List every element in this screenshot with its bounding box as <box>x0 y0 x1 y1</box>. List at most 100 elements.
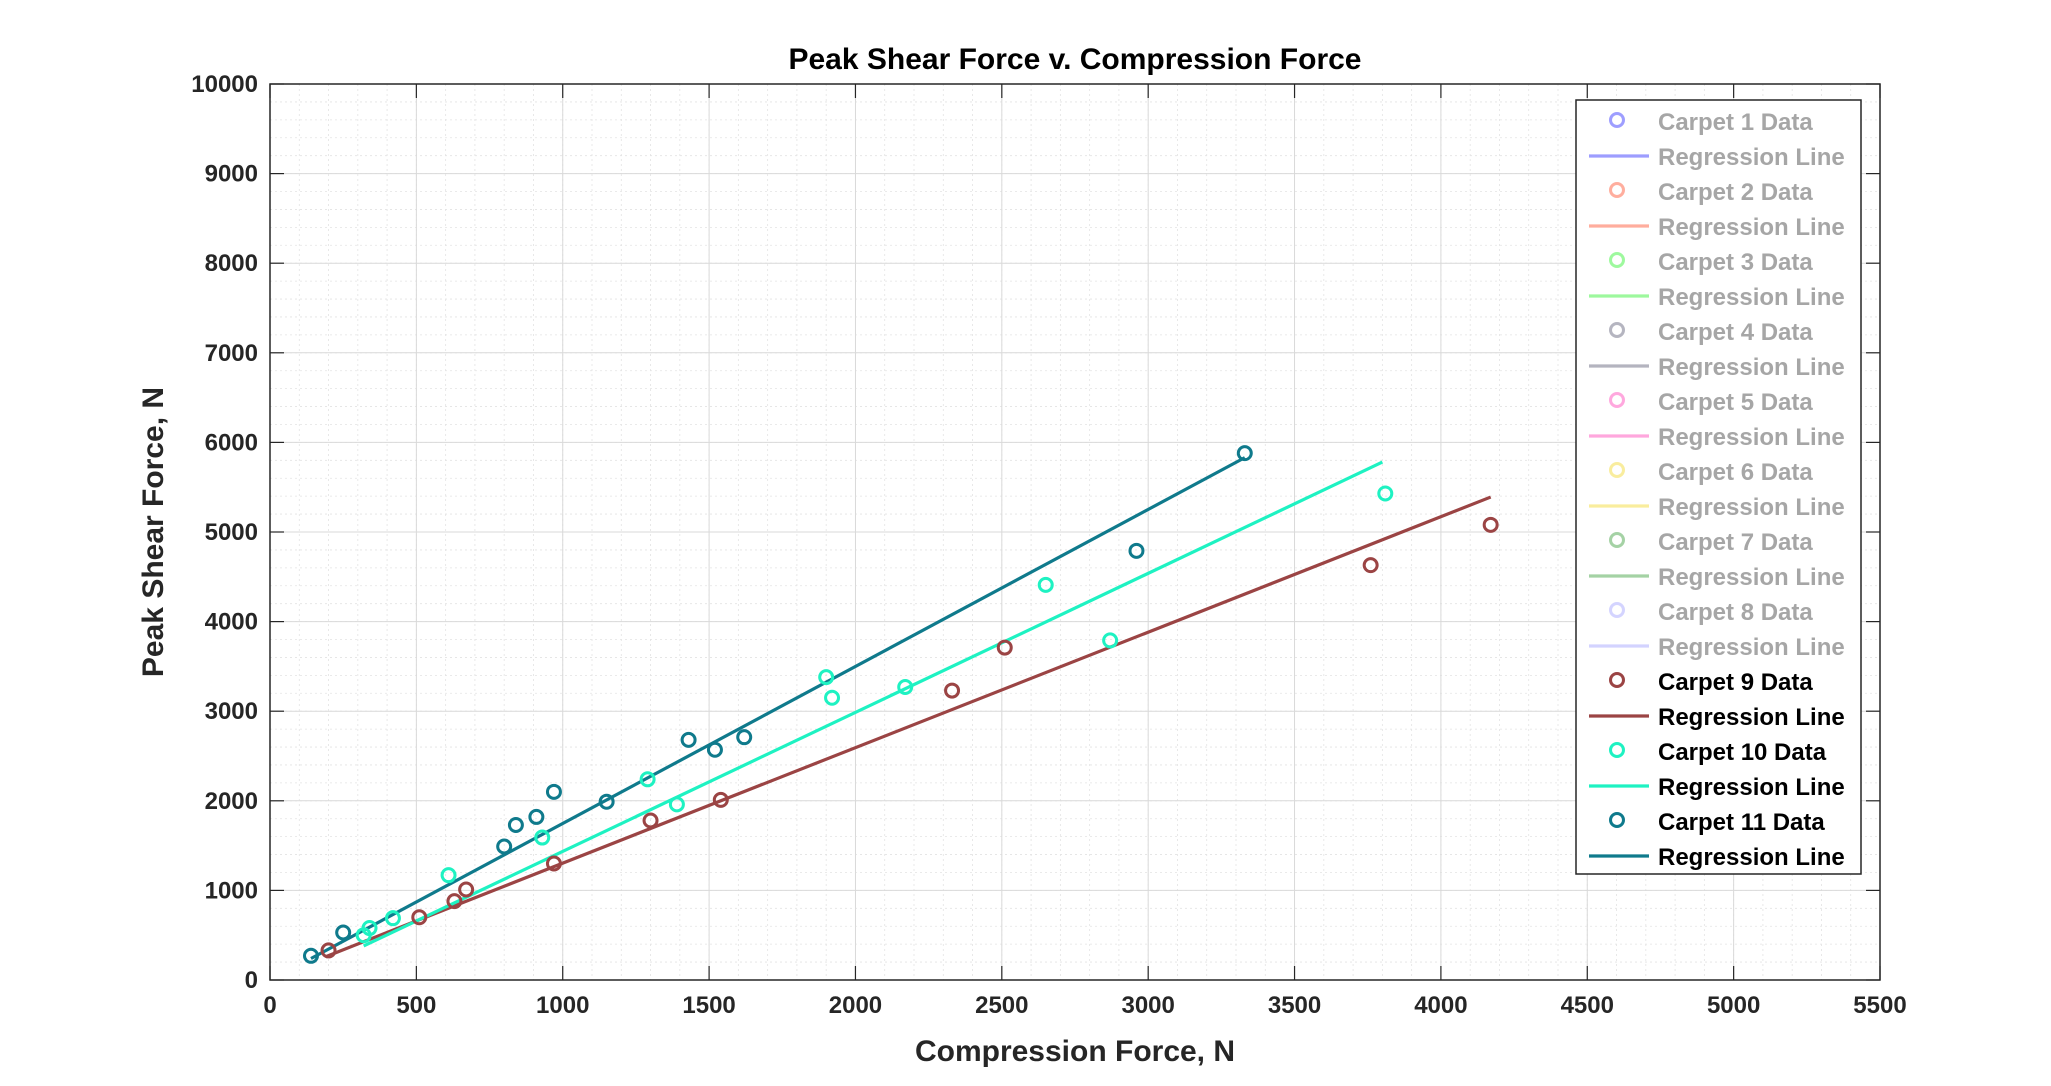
y-tick-label: 5000 <box>205 519 258 546</box>
data-point-series-10 <box>668 796 685 813</box>
y-tick-label: 4000 <box>205 609 258 636</box>
y-tick-label: 2000 <box>205 788 258 815</box>
x-tick-label: 3000 <box>1121 992 1174 1019</box>
legend-label-regression-1: Regression Line <box>1658 144 1845 171</box>
x-tick-label: 5000 <box>1707 992 1760 1019</box>
data-point-series-9 <box>411 909 428 926</box>
x-tick-label: 2000 <box>829 992 882 1019</box>
data-point-series-9 <box>1482 516 1499 533</box>
data-point-series-11 <box>545 783 562 800</box>
data-point-series-9 <box>642 812 659 829</box>
x-tick-label: 4000 <box>1414 992 1467 1019</box>
x-tick-label: 2500 <box>975 992 1028 1019</box>
y-tick-label: 9000 <box>205 161 258 188</box>
data-point-series-10 <box>1037 576 1054 593</box>
legend-label-series-10: Carpet 10 Data <box>1658 739 1827 766</box>
x-tick-label: 1500 <box>682 992 735 1019</box>
data-point-series-10 <box>1377 485 1394 502</box>
x-tick-label: 0 <box>263 992 276 1019</box>
x-axis-tick-labels: 0 500 1000 1500 2000 2500 3000 3500 4000 4500 5000… <box>263 992 1906 1019</box>
legend-label-regression-10: Regression Line <box>1658 774 1845 801</box>
data-point-series-11 <box>335 924 352 941</box>
legend-label-regression-7: Regression Line <box>1658 564 1845 591</box>
legend-label-series-6: Carpet 6 Data <box>1658 459 1813 486</box>
data-point-series-10 <box>440 867 457 884</box>
regression-line-series-10 <box>362 460 1384 948</box>
data-point-series-10 <box>818 669 835 686</box>
legend-marker-series-3 <box>1609 252 1625 268</box>
legend-label-regression-5: Regression Line <box>1658 424 1845 451</box>
axis-tick-marks <box>269 83 1881 981</box>
x-tick-label: 500 <box>396 992 436 1019</box>
data-point-series-11 <box>598 793 615 810</box>
legend-marker-series-11 <box>1609 812 1625 828</box>
data-point-series-11 <box>302 947 319 964</box>
data-point-series-9 <box>545 855 562 872</box>
y-tick-label: 7000 <box>205 340 258 367</box>
data-point-series-11 <box>1236 445 1253 462</box>
legend-label-series-9: Carpet 9 Data <box>1658 669 1813 696</box>
data-point-series-10 <box>897 679 914 696</box>
data-point-series-9 <box>320 942 337 959</box>
chart-title: Peak Shear Force v. Compression Force <box>788 43 1361 76</box>
y-tick-label: 10000 <box>191 71 258 98</box>
legend-marker-series-6 <box>1609 462 1625 478</box>
legend-label-regression-11: Regression Line <box>1658 844 1845 871</box>
data-point-series-11 <box>507 816 524 833</box>
legend-label-regression-2: Regression Line <box>1658 214 1845 241</box>
x-tick-label: 3500 <box>1268 992 1321 1019</box>
legend-marker-series-4 <box>1609 322 1625 338</box>
legend-label-regression-4: Regression Line <box>1658 354 1845 381</box>
data-point-series-11 <box>1128 542 1145 559</box>
data-point-series-10 <box>534 829 551 846</box>
legend-label-regression-3: Regression Line <box>1658 284 1845 311</box>
data-point-series-9 <box>458 881 475 898</box>
data-point-series-9 <box>944 682 961 699</box>
legend-label-series-3: Carpet 3 Data <box>1658 249 1813 276</box>
legend-marker-series-5 <box>1609 392 1625 408</box>
data-point-series-9 <box>446 893 463 910</box>
y-tick-label: 1000 <box>205 877 258 904</box>
y-tick-label: 8000 <box>205 250 258 277</box>
legend-label-regression-6: Regression Line <box>1658 494 1845 521</box>
legend-label-series-8: Carpet 8 Data <box>1658 599 1813 626</box>
data-point-series-11 <box>496 838 513 855</box>
y-tick-label: 0 <box>245 967 258 994</box>
data-point-series-10 <box>361 920 378 937</box>
legend-label-series-4: Carpet 4 Data <box>1658 319 1813 346</box>
data-point-series-9 <box>996 639 1013 656</box>
regression-line-series-9 <box>325 495 1492 959</box>
data-point-series-9 <box>712 791 729 808</box>
series-layer <box>302 445 1499 964</box>
legend-marker-series-8 <box>1609 602 1625 618</box>
regression-line-series-11 <box>310 456 1246 960</box>
data-point-series-11 <box>528 808 545 825</box>
data-point-series-10 <box>1102 632 1119 649</box>
legend-label-series-1: Carpet 1 Data <box>1658 109 1813 136</box>
legend-marker-series-9 <box>1609 672 1625 688</box>
x-tick-label: 4500 <box>1561 992 1614 1019</box>
legend: Carpet 1 Data Regression Line Carpet 2 Dat… <box>1575 99 1862 875</box>
data-point-series-11 <box>706 741 723 758</box>
legend-label-series-7: Carpet 7 Data <box>1658 529 1813 556</box>
legend-box <box>1575 99 1862 875</box>
legend-marker-series-7 <box>1609 532 1625 548</box>
legend-label-series-5: Carpet 5 Data <box>1658 389 1813 416</box>
legend-items: Carpet 1 Data Regression Line Carpet 2 Dat… <box>1589 109 1845 871</box>
data-point-series-10 <box>824 689 841 706</box>
legend-marker-series-10 <box>1609 742 1625 758</box>
data-point-series-11 <box>736 729 753 746</box>
data-point-series-10 <box>639 771 656 788</box>
data-point-series-10 <box>384 910 401 927</box>
legend-marker-series-2 <box>1609 182 1625 198</box>
y-axis-tick-labels: 0 1000 2000 3000 4000 5000 6000 7000 8000 9000 100… <box>191 71 258 994</box>
legend-marker-series-1 <box>1609 112 1625 128</box>
legend-label-regression-8: Regression Line <box>1658 634 1845 661</box>
data-point-series-11 <box>680 731 697 748</box>
x-tick-label: 5500 <box>1853 992 1906 1019</box>
x-axis-title: Compression Force, N <box>915 1035 1235 1068</box>
legend-label-regression-9: Regression Line <box>1658 704 1845 731</box>
x-tick-label: 1000 <box>536 992 589 1019</box>
